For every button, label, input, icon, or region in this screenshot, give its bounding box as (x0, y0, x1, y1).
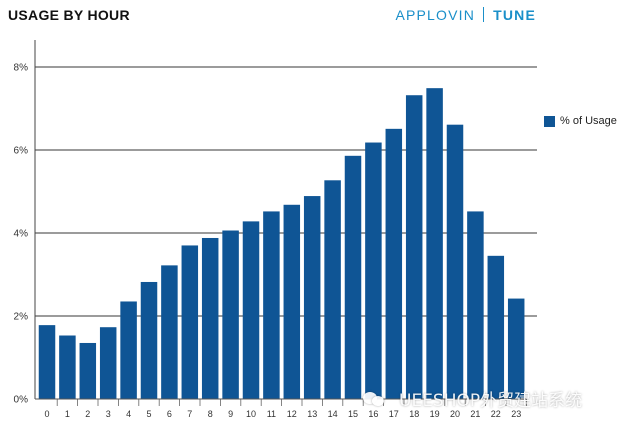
x-tick-label: 0 (44, 409, 49, 419)
legend-label: % of Usage (560, 115, 617, 127)
legend: % of Usage (544, 115, 617, 127)
x-tick-label: 14 (328, 409, 338, 419)
brand-divider (483, 7, 485, 22)
bar (181, 245, 199, 399)
bar (140, 281, 158, 399)
bar (487, 255, 505, 399)
bar (507, 298, 525, 399)
x-tick-label: 8 (208, 409, 213, 419)
x-tick-label: 7 (187, 409, 192, 419)
bar (161, 265, 178, 399)
x-tick-label: 22 (491, 409, 501, 419)
x-tick-label: 13 (307, 409, 317, 419)
y-tick-label: 0% (14, 395, 29, 406)
bar (59, 335, 76, 399)
watermark: UEESHOP外贸建站系统 (363, 386, 582, 411)
brand-tune: TUNE (493, 7, 536, 23)
bar (467, 211, 484, 399)
bar (99, 327, 117, 399)
x-tick-label: 2 (85, 409, 90, 419)
y-tick-label: 6% (14, 146, 29, 157)
bar (426, 88, 443, 399)
bar (385, 128, 403, 399)
bar (38, 325, 56, 399)
x-tick-label: 21 (470, 409, 480, 419)
brand-logo: APPLOVIN TUNE (395, 7, 536, 23)
chart-title: USAGE BY HOUR (8, 7, 130, 23)
x-tick-label: 18 (409, 409, 419, 419)
x-tick-label: 19 (430, 409, 440, 419)
x-tick-label: 23 (511, 409, 521, 419)
x-tick-label: 1 (65, 409, 70, 419)
chat-bubble-icon (363, 390, 385, 408)
y-tick-label: 2% (14, 312, 29, 323)
y-tick-label: 4% (14, 229, 29, 240)
x-tick-label: 9 (228, 409, 233, 419)
x-tick-label: 20 (450, 409, 460, 419)
bar (365, 142, 382, 399)
x-tick-label: 17 (389, 409, 399, 419)
bar (79, 342, 97, 399)
x-tick-label: 12 (287, 409, 297, 419)
x-tick-label: 3 (106, 409, 111, 419)
bar (242, 221, 260, 399)
x-tick-label: 6 (167, 409, 172, 419)
bar (201, 237, 219, 399)
x-tick-label: 15 (348, 409, 358, 419)
watermark-text: UEESHOP外贸建站系统 (399, 391, 583, 411)
bar (324, 180, 341, 399)
bar (120, 301, 137, 399)
bar (303, 196, 321, 399)
x-tick-label: 16 (368, 409, 378, 419)
bar (222, 230, 239, 399)
y-tick-label: 8% (14, 63, 29, 74)
legend-swatch (544, 115, 555, 127)
x-tick-label: 5 (146, 409, 151, 419)
bar (405, 95, 423, 399)
brand-applovin: APPLOVIN (395, 7, 476, 23)
bar (263, 211, 280, 399)
x-tick-label: 4 (126, 409, 131, 419)
x-tick-label: 10 (246, 409, 256, 419)
bar (344, 155, 362, 399)
bar (446, 124, 464, 399)
bar (283, 204, 301, 399)
x-tick-label: 11 (267, 409, 276, 419)
